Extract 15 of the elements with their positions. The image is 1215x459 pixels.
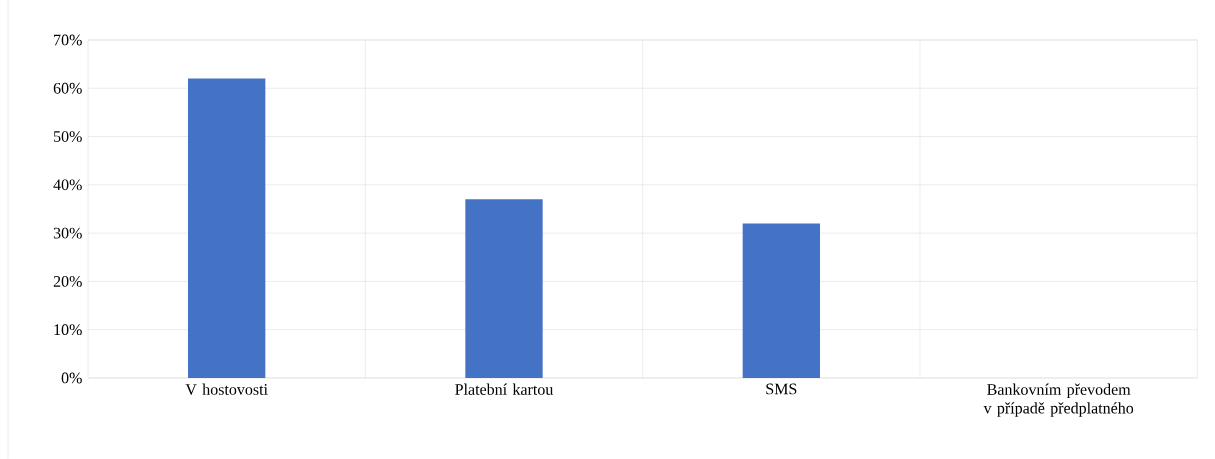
y-tick-label: 40% (53, 179, 82, 191)
y-tick-label: 50% (54, 131, 82, 142)
x-tick-label: V hostovosti (185, 383, 268, 395)
y-tick-label: 70% (54, 34, 82, 46)
y-tick-label: 30% (53, 227, 82, 239)
y-tick-label: 60% (53, 82, 82, 94)
x-tick-label: SMS (766, 383, 797, 395)
bar (465, 199, 543, 378)
y-tick-label: 10% (54, 324, 82, 336)
bar (742, 223, 820, 378)
bar (188, 78, 266, 378)
y-tick-label: 20% (53, 275, 82, 287)
y-tick-label: 0% (61, 372, 82, 384)
x-tick-label: Platební kartou (455, 383, 554, 395)
x-tick-label: Bankovním převodem v případě předplatného (983, 383, 1134, 417)
